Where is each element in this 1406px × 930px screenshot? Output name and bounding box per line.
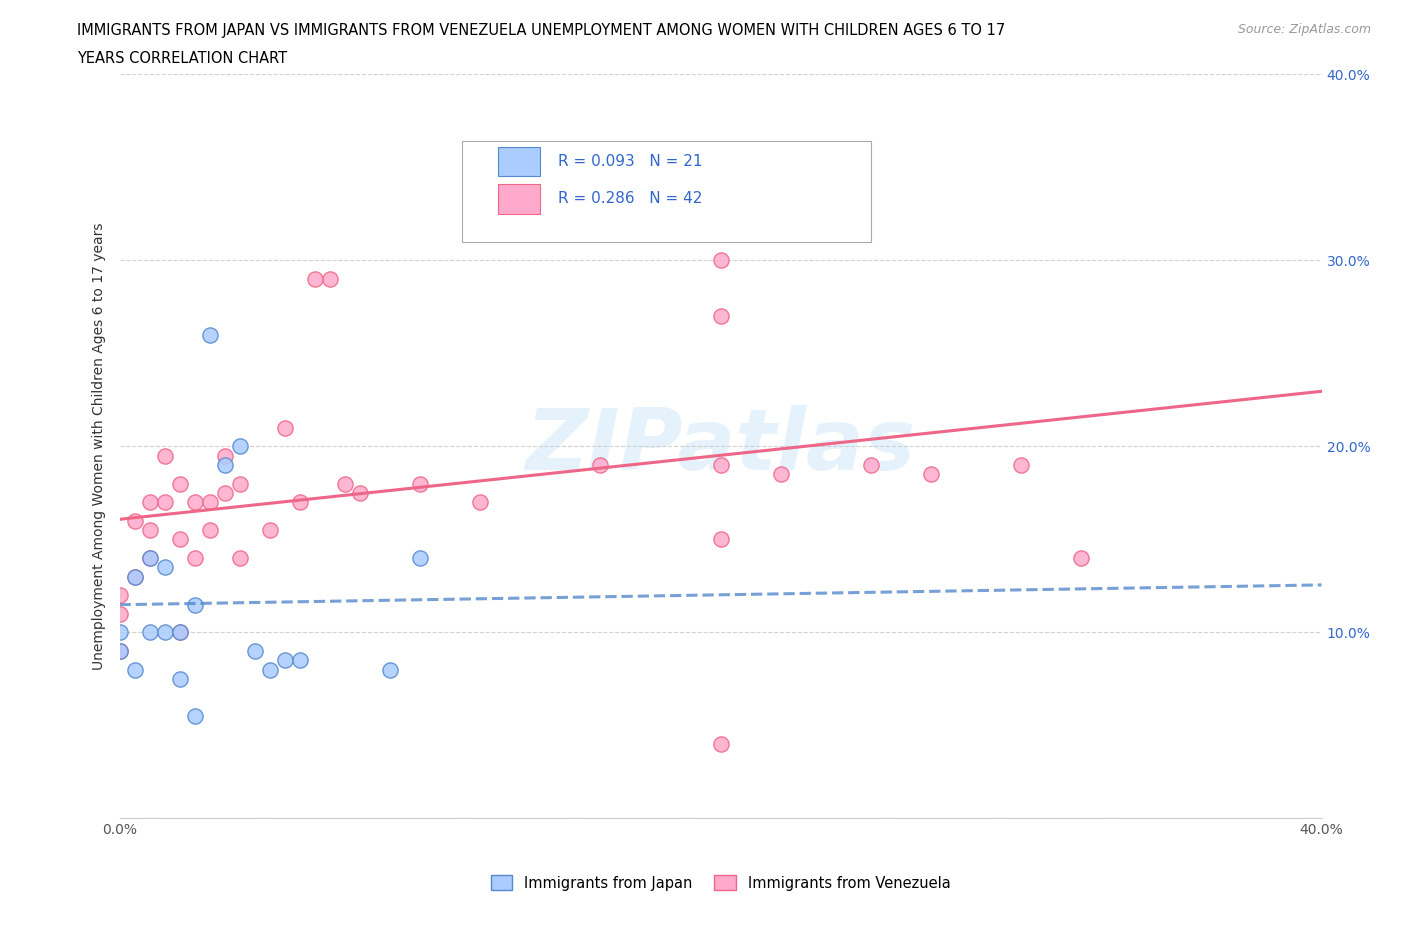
Point (259, 523, 281, 538)
Point (589, 458, 612, 472)
Point (124, 662, 146, 677)
Point (769, 467, 792, 482)
Point (259, 662, 281, 677)
Point (124, 513, 146, 528)
Text: R = 0.286   N = 42: R = 0.286 N = 42 (558, 192, 703, 206)
Point (288, 653, 311, 668)
Point (153, 625, 176, 640)
Point (198, 523, 221, 538)
Point (198, 495, 221, 510)
Point (228, 439, 252, 454)
Point (1070, 551, 1092, 565)
Point (288, 495, 311, 510)
Point (274, 653, 297, 668)
Point (183, 495, 205, 510)
Point (709, 253, 731, 268)
Point (138, 625, 160, 640)
Point (709, 309, 731, 324)
Bar (498, 147, 540, 177)
Point (709, 458, 731, 472)
Point (169, 671, 191, 686)
Point (108, 588, 131, 603)
Point (153, 448, 176, 463)
Legend: Immigrants from Japan, Immigrants from Venezuela: Immigrants from Japan, Immigrants from V… (485, 870, 956, 897)
Point (183, 709, 205, 724)
Point (920, 467, 942, 482)
Text: YEARS CORRELATION CHART: YEARS CORRELATION CHART (77, 51, 287, 66)
Point (214, 458, 236, 472)
Point (228, 476, 252, 491)
Point (108, 625, 131, 640)
Point (349, 485, 371, 500)
Point (138, 551, 160, 565)
FancyBboxPatch shape (463, 141, 870, 242)
Point (138, 523, 160, 538)
Point (169, 625, 191, 640)
Point (198, 327, 221, 342)
Point (169, 476, 191, 491)
Point (153, 495, 176, 510)
Point (228, 551, 252, 565)
Y-axis label: Unemployment Among Women with Children Ages 6 to 17 years: Unemployment Among Women with Children A… (93, 222, 107, 671)
Point (153, 560, 176, 575)
Point (108, 644, 131, 658)
Point (214, 448, 236, 463)
Text: Source: ZipAtlas.com: Source: ZipAtlas.com (1237, 23, 1371, 36)
Point (214, 485, 236, 500)
Point (409, 476, 432, 491)
Point (138, 551, 160, 565)
Point (108, 644, 131, 658)
Bar (498, 184, 540, 214)
Point (108, 606, 131, 621)
Point (183, 551, 205, 565)
Text: ZIPatlas: ZIPatlas (526, 405, 915, 488)
Text: R = 0.093   N = 21: R = 0.093 N = 21 (558, 154, 703, 169)
Point (709, 737, 731, 751)
Point (709, 141, 731, 156)
Point (333, 476, 356, 491)
Point (304, 272, 326, 286)
Point (274, 420, 297, 435)
Point (319, 272, 342, 286)
Text: IMMIGRANTS FROM JAPAN VS IMMIGRANTS FROM VENEZUELA UNEMPLOYMENT AMONG WOMEN WITH: IMMIGRANTS FROM JAPAN VS IMMIGRANTS FROM… (77, 23, 1005, 38)
Point (468, 495, 492, 510)
Point (709, 532, 731, 547)
Point (183, 597, 205, 612)
Point (859, 458, 882, 472)
Point (124, 569, 146, 584)
Point (1010, 458, 1032, 472)
Point (138, 495, 160, 510)
Point (409, 551, 432, 565)
Point (243, 644, 266, 658)
Point (124, 569, 146, 584)
Point (378, 662, 401, 677)
Point (169, 625, 191, 640)
Point (169, 532, 191, 547)
